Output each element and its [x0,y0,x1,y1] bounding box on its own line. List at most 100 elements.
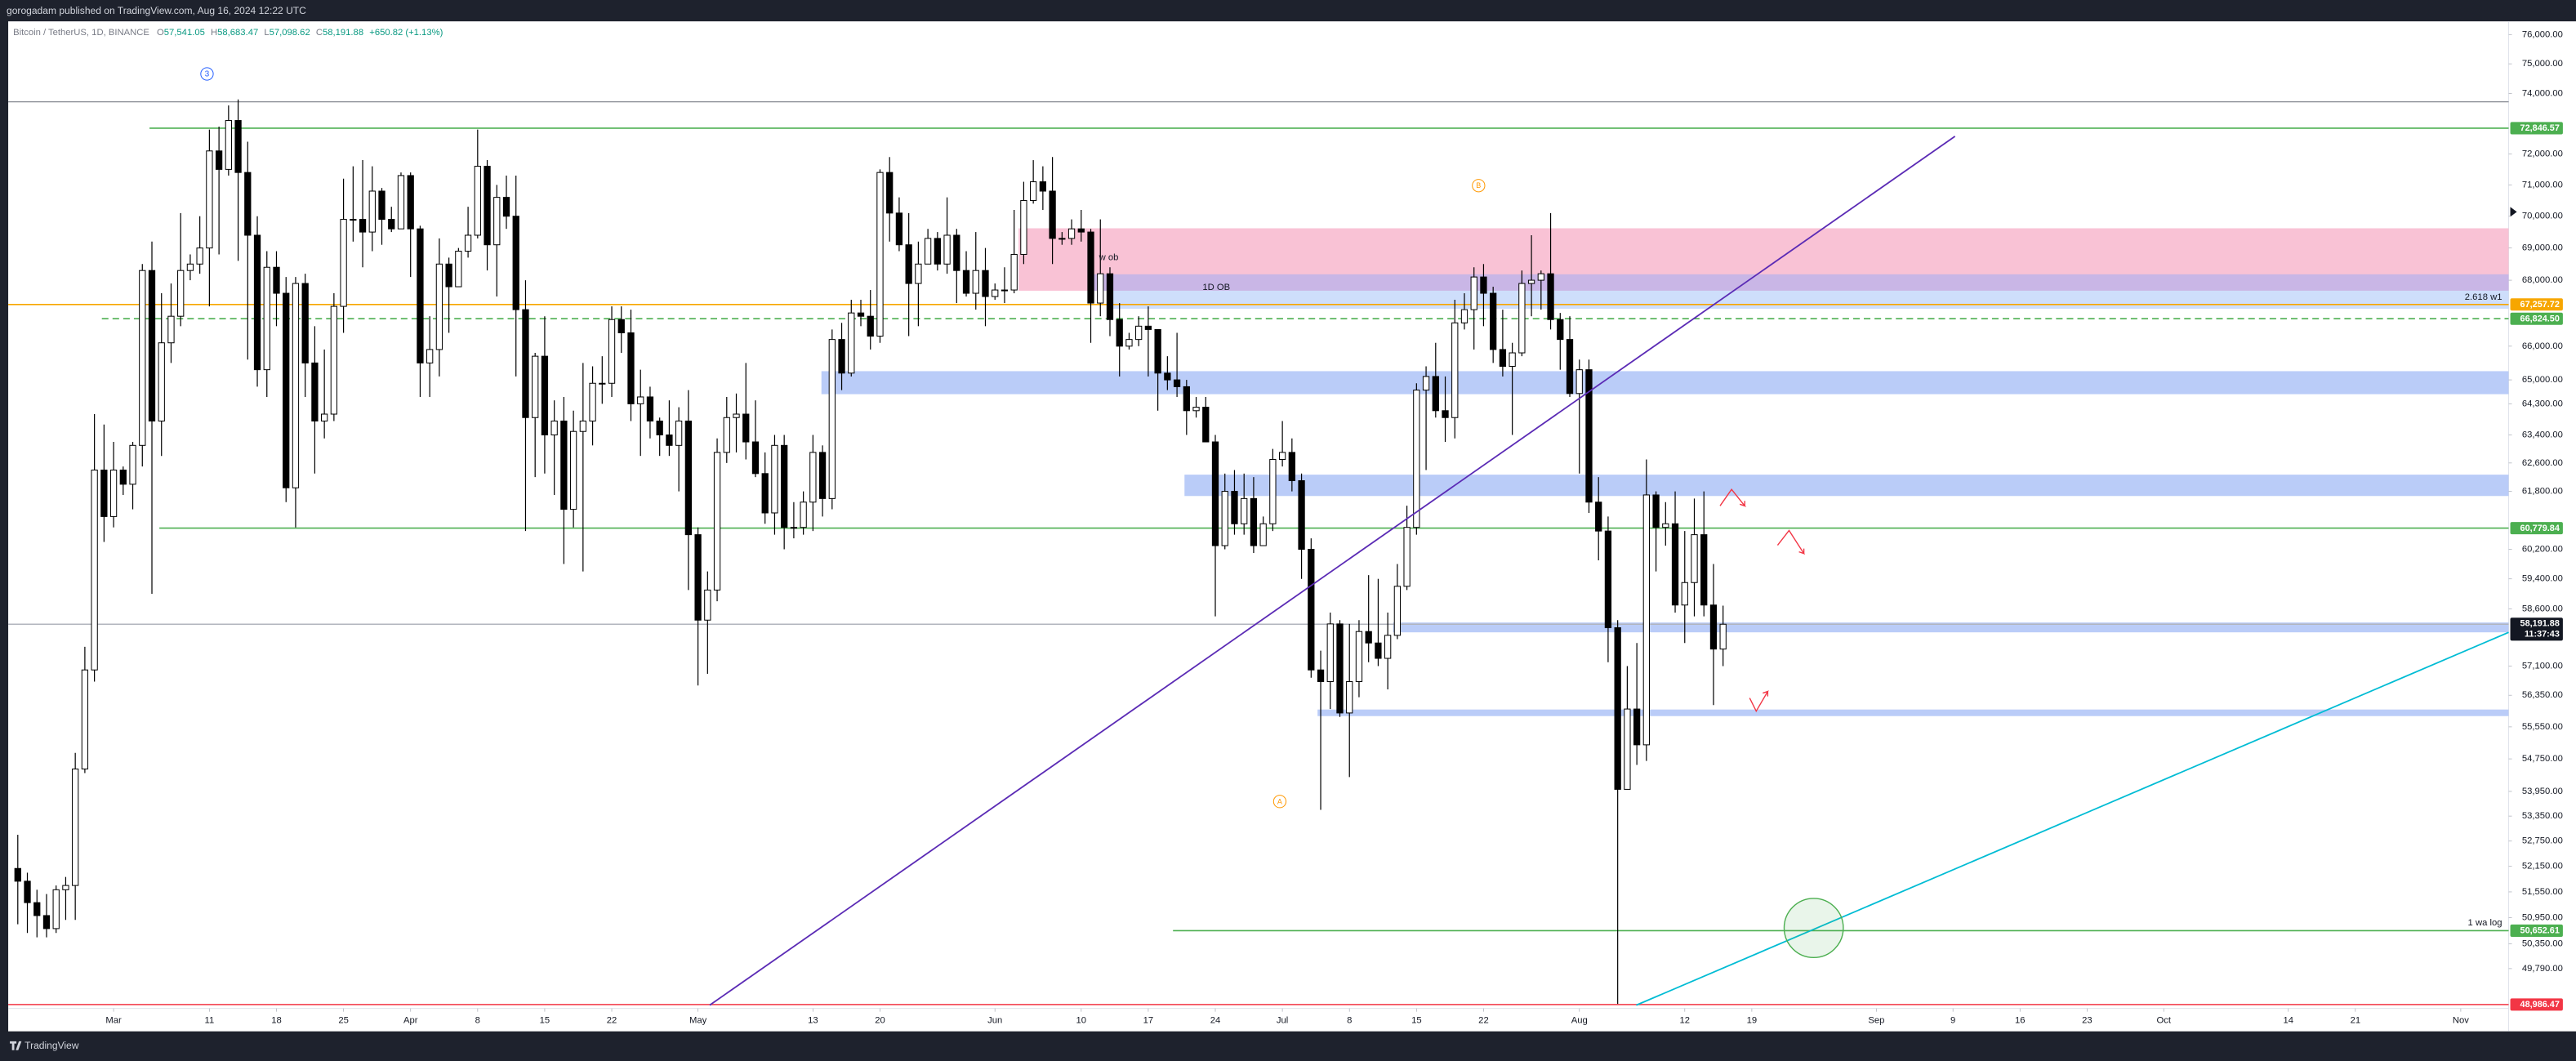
candle-body [273,266,280,294]
price-tag [2510,924,2563,937]
candle-body [359,219,367,233]
candle-body [1154,328,1161,374]
x-tick-label: May [689,1016,707,1026]
arrow [1719,488,1747,507]
candle-body [1662,523,1669,528]
candle-body [646,396,654,421]
candle-body [1547,273,1554,320]
footer-bar [0,1031,2576,1061]
x-tick-label: Jun [987,1016,1002,1026]
candle-body [330,305,338,415]
footer: TradingView [25,1040,79,1051]
candle-body [263,266,270,371]
candle-body [502,197,510,217]
candle-body [42,915,51,929]
y-tick-label: 72,000.00 [2522,149,2563,159]
candle-body [445,263,452,288]
candle-body [1566,339,1574,395]
candle-body [397,175,405,230]
levels [8,127,2509,1005]
blue-zone [1393,622,2509,633]
candle-body [1709,604,1718,650]
candle-body [924,238,932,265]
candle-body [1067,228,1076,239]
y-tick-label: 50,350.00 [2522,939,2563,949]
candle-body [1700,534,1708,606]
arrow [1749,690,1769,713]
ob-zone [1108,290,2509,310]
trend-line [709,136,1956,1006]
candle-body [81,669,89,769]
candle-body [474,166,481,236]
y-tick-label: 49,790.00 [2522,964,2563,974]
legend-value: 57,098.62 [270,28,310,38]
legend-key: H [211,28,217,38]
candle-body [321,413,328,421]
legend-change: +650.82 (+1.13%) [369,28,443,38]
wave-marker [1472,179,1486,193]
candle-body [541,355,549,435]
candle-body [1413,390,1420,528]
candle-body [992,289,999,297]
header: gorogadam published on TradingView.com, … [7,5,306,16]
candle-body [1614,627,1621,790]
candle-body [1499,349,1507,368]
price-tag-label: 60,779.84 [2520,524,2560,533]
candle-body [848,312,855,374]
y-tick-label: 70,000.00 [2522,212,2563,221]
y-tick-label: 52,750.00 [2522,836,2563,846]
symbol: Bitcoin / TetherUS, 1D, BINANCE [13,28,149,38]
x-tick-label: 16 [2015,1016,2026,1026]
candle-body [1681,582,1688,606]
candle-body [666,434,673,446]
x-tick-label: 9 [1950,1016,1955,1026]
candle-body [818,452,827,499]
candle-body [167,315,175,344]
x-tick-label: 23 [2082,1016,2092,1026]
candle-body [656,420,663,435]
candle-body [1604,530,1612,629]
candle-body [599,382,606,385]
wave-label: B [1476,181,1481,189]
candles [14,99,1727,1005]
candle-body [838,339,845,374]
candle-body [1106,273,1114,320]
x-tick-label: 8 [475,1016,480,1026]
legend-value: 58,683.47 [217,28,258,38]
candle-body [158,342,165,421]
candle-body [1375,642,1382,659]
candle-body [915,263,922,284]
axes: 76,000.00 75,000.00 74,000.00 72,000.00 71,0… [105,29,2563,1026]
candle-body [694,534,702,621]
candle-body [1049,190,1056,239]
candle-body [1077,228,1085,233]
candle-body [24,880,31,903]
candle-body [1278,452,1286,461]
candle-body [455,251,462,288]
candle-body [1202,407,1210,443]
candle-body [1336,623,1344,714]
x-tick-label: Mar [105,1016,122,1026]
candle-body [206,150,213,249]
candle-body [292,283,300,488]
candle-body [800,502,807,528]
price-tag [2510,312,2563,325]
candle-body [1087,231,1094,304]
zone-label: 1D OB [1202,283,1230,292]
x-tick-label: 18 [271,1016,282,1026]
candle-body [589,382,596,421]
candle-body [781,444,788,528]
candle-body [982,270,989,297]
x-tick-label: 21 [2351,1016,2361,1026]
candle-body [1135,325,1143,341]
candle-body [1527,279,1535,284]
logo [10,1041,22,1050]
candle-body [1384,635,1392,659]
candle-body [905,244,912,284]
wave-label: A [1277,797,1283,805]
x-tick-label: 14 [2283,1016,2293,1026]
y-tick-label: 62,600.00 [2522,458,2563,468]
candle-body [1557,319,1564,341]
x-tick-label: 15 [540,1016,550,1026]
price-tag [2510,122,2563,135]
